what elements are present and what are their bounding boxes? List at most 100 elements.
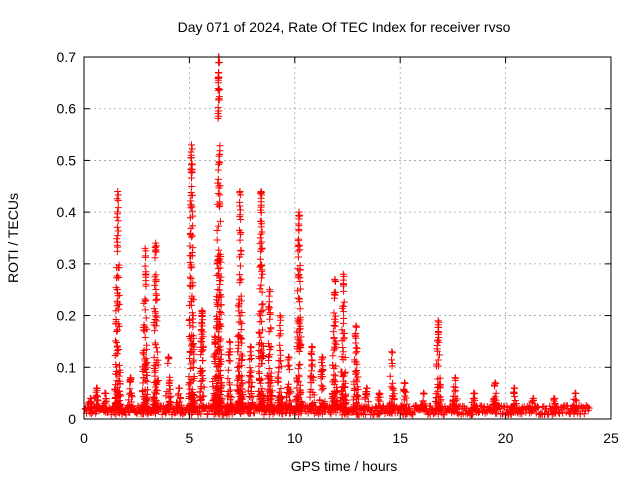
roti-point: [337, 368, 345, 376]
roti-point: [492, 379, 500, 387]
roti-point: [126, 374, 134, 382]
roti-point: [327, 410, 335, 418]
roti-point: [435, 400, 443, 408]
roti-point: [142, 247, 150, 255]
roti-point: [238, 352, 246, 360]
roti-point: [527, 408, 535, 416]
roti-point: [152, 296, 160, 304]
roti-point: [164, 359, 172, 367]
roti-point: [198, 322, 206, 330]
roti-point: [195, 403, 203, 411]
roti-point: [436, 405, 444, 413]
roti-point: [113, 339, 121, 347]
roti-point: [213, 226, 221, 234]
roti-point: [330, 371, 338, 379]
roti-point: [258, 238, 266, 246]
roti-point: [225, 337, 233, 345]
roti-point: [266, 288, 274, 296]
roti-point: [165, 403, 173, 411]
roti-point: [209, 378, 217, 386]
roti-point: [518, 410, 526, 418]
roti-point: [113, 347, 121, 355]
roti-point: [359, 404, 367, 412]
roti-point: [257, 187, 265, 195]
roti-point: [328, 403, 336, 411]
roti-point: [215, 203, 223, 211]
roti-point: [227, 386, 235, 394]
roti-point: [294, 253, 302, 261]
roti-point: [340, 281, 348, 289]
roti-point: [246, 372, 254, 380]
roti-point: [151, 339, 159, 347]
roti-point: [211, 332, 219, 340]
y-tick-label: 0.7: [57, 49, 77, 65]
roti-point: [364, 404, 372, 412]
roti-point: [113, 274, 121, 282]
roti-point: [100, 400, 108, 408]
roti-point: [376, 397, 384, 405]
roti-point: [276, 327, 284, 335]
roti-point: [225, 351, 233, 359]
roti-point: [276, 312, 284, 320]
roti-point: [217, 360, 225, 368]
roti-point: [491, 402, 499, 410]
x-tick-label: 15: [392, 430, 408, 446]
roti-point: [572, 397, 580, 405]
roti-point: [216, 277, 224, 285]
roti-point: [226, 345, 234, 353]
roti-point: [339, 344, 347, 352]
roti-point: [234, 403, 242, 411]
roti-point: [296, 211, 304, 219]
roti-point: [265, 365, 273, 373]
roti-point: [352, 358, 360, 366]
roti-point: [244, 404, 252, 412]
roti-point: [341, 353, 349, 361]
roti-point: [141, 306, 149, 314]
roti-point: [215, 161, 223, 169]
roti-point: [329, 328, 337, 336]
roti-point: [256, 240, 264, 248]
roti-point: [188, 292, 196, 300]
roti-point: [187, 233, 195, 241]
roti-point: [175, 384, 183, 392]
roti-point: [248, 382, 256, 390]
roti-point: [189, 282, 197, 290]
roti-point: [113, 401, 121, 409]
roti-point: [142, 270, 150, 278]
roti-point: [89, 408, 97, 416]
roti-point: [369, 411, 377, 419]
plot-frame: [83, 56, 612, 420]
roti-point: [452, 374, 460, 382]
roti-point: [352, 322, 360, 330]
roti-point: [363, 384, 371, 392]
roti-point: [213, 260, 221, 268]
roti-point: [294, 294, 302, 302]
y-tick-label: 0: [68, 411, 76, 427]
roti-point: [199, 328, 207, 336]
roti-point: [420, 390, 428, 398]
roti-point: [330, 294, 338, 302]
roti-point: [247, 344, 255, 352]
roti-point: [339, 302, 347, 310]
roti-point: [246, 364, 254, 372]
roti-point: [318, 353, 326, 361]
roti-point: [516, 410, 524, 418]
roti-point: [319, 385, 327, 393]
roti-point: [340, 272, 348, 280]
roti-point: [235, 387, 243, 395]
roti-point: [257, 247, 265, 255]
roti-point: [237, 246, 245, 254]
roti-point: [165, 394, 173, 402]
roti-point: [329, 361, 337, 369]
roti-point: [238, 385, 246, 393]
roti-point: [185, 381, 193, 389]
roti-point: [256, 404, 264, 412]
roti-point: [338, 353, 346, 361]
roti-point: [151, 383, 159, 391]
roti-point: [134, 402, 142, 410]
roti-point: [143, 359, 151, 367]
roti-point: [114, 232, 122, 240]
roti-point: [511, 384, 519, 392]
roti-point: [258, 346, 266, 354]
